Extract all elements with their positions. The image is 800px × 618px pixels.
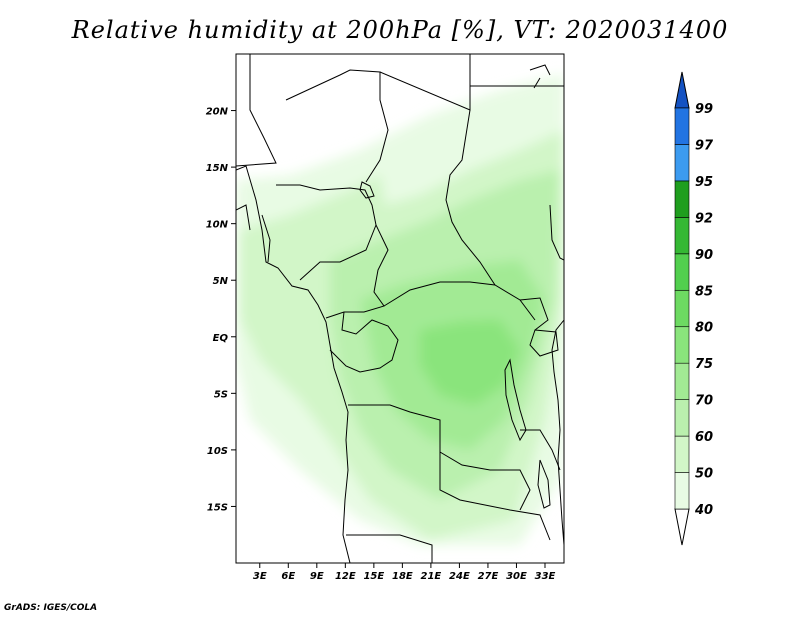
lake-chad [359,181,375,199]
map-axes: 3E 6E 9E 12E 15E 18E 21E 24E 27E 30E 33E 20N 15N 10N 5… [206,107,556,582]
colorbar-label: 95 [695,175,713,190]
colorbar-label: 40 [694,503,713,518]
lon-tick-label: 12E [335,571,356,582]
coastline-east [551,319,564,546]
figure-title: Relative humidity at 200hPa [%], VT: 202… [71,16,729,44]
colorbar-label: 99 [695,102,713,117]
colorbar-segment [674,144,690,182]
colorbar: 40 50 60 70 75 80 85 90 92 95 97 99 [674,71,714,546]
colorbar-label: 90 [695,248,713,263]
border-cameroon [325,224,389,319]
colorbar-segment [674,399,690,437]
colorbar-label: 75 [695,357,713,372]
border-east-1 [549,204,564,261]
colorbar-segment [674,253,690,291]
lat-tick-label: EQ [213,333,229,344]
lon-tick-label: 30E [506,571,527,582]
lat-tick-label: 5N [213,276,229,287]
lon-tick-label: 15E [363,571,384,582]
lat-tick-label: 15N [206,163,229,174]
colorbar-segment [674,289,690,328]
colorbar-label: 70 [695,394,713,409]
lon-tick-label: 6E [281,571,295,582]
lat-tick-label: 15S [207,502,228,513]
lat-tick-label: 10S [207,446,228,457]
colorbar-segment [674,472,690,510]
lon-tick-label: 21E [421,571,442,582]
lake-malawi [537,459,551,509]
border-nigeria [276,184,377,281]
colorbar-label: 97 [695,138,714,153]
lon-tick-label: 18E [392,571,413,582]
colorbar-label: 92 [695,211,713,226]
border-sahara-2 [285,69,389,183]
colorbar-segment [674,217,690,255]
border-zambia [439,452,551,541]
humidity-field [236,74,564,545]
colorbar-extend-bottom [674,508,690,546]
border-east-africa [519,297,561,471]
rh-band-80 [420,320,520,405]
colorbar-segment [674,326,690,364]
lon-tick-label: 24E [449,571,470,582]
lake-victoria [529,329,559,357]
map-frame [235,53,565,564]
colorbar-segment [674,362,690,400]
border-drc-south [348,404,531,511]
colorbar-segment [674,180,690,218]
colorbar-label: 60 [695,430,713,445]
border-sahara-1 [236,54,277,167]
border-sahara-3 [379,54,471,111]
border-congo [329,311,399,373]
credit-text: GrADS: IGES/COLA [4,603,98,613]
rh-band-50-north [380,86,564,205]
lat-tick-label: 5S [214,389,228,400]
colorbar-segment [674,107,690,145]
colorbar-extend-top [674,71,690,109]
border-angola [346,534,433,563]
lon-tick-label: 33E [535,571,556,582]
border-chad-sudan [445,109,496,286]
colorbar-segment [674,435,690,473]
lat-tick-label: 10N [206,220,229,231]
lake-tanganyika [504,358,527,442]
border-misc-2 [529,64,551,89]
lon-tick-label: 3E [253,571,267,582]
colorbar-label: 80 [695,321,713,336]
colorbar-label: 85 [695,284,713,299]
colorbar-label: 50 [695,467,713,482]
lon-tick-label: 27E [478,571,499,582]
lat-tick-label: 20N [206,107,229,118]
lon-tick-label: 9E [310,571,324,582]
border-misc-1 [236,204,271,263]
country-borders [236,54,564,563]
coastline-west [236,165,351,563]
